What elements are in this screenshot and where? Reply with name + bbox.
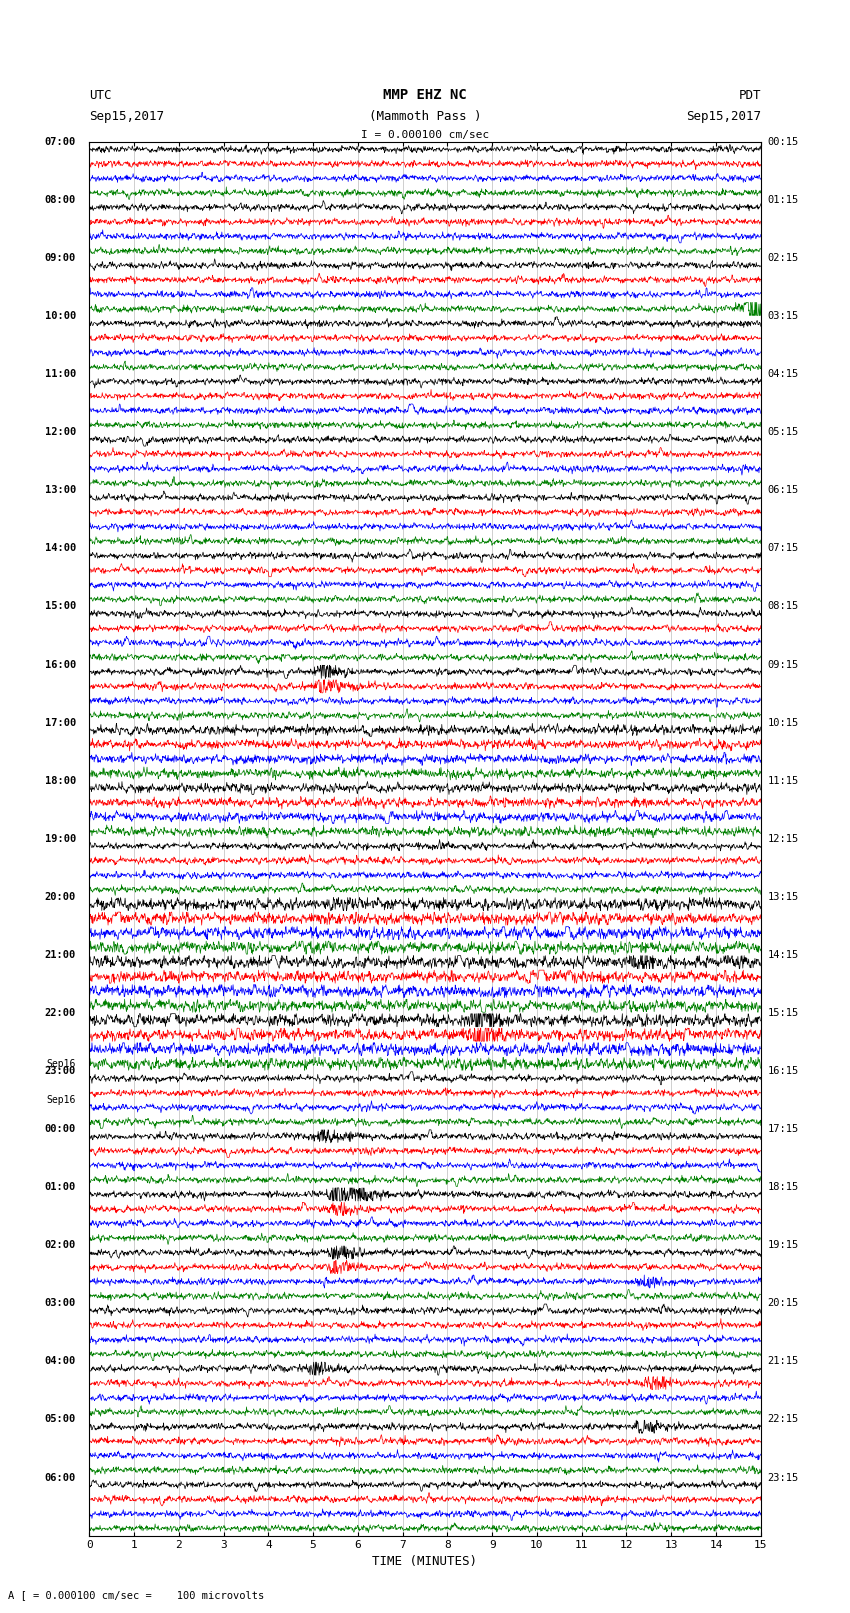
Text: 17:00: 17:00 (44, 718, 76, 727)
Text: PDT: PDT (739, 89, 761, 102)
Text: 08:15: 08:15 (768, 602, 799, 611)
Text: 04:00: 04:00 (44, 1357, 76, 1366)
Text: Sep15,2017: Sep15,2017 (686, 110, 761, 123)
Text: Sep16: Sep16 (47, 1095, 76, 1105)
Text: 10:00: 10:00 (44, 311, 76, 321)
Text: 13:00: 13:00 (44, 486, 76, 495)
Text: 15:15: 15:15 (768, 1008, 799, 1018)
Text: 12:00: 12:00 (44, 427, 76, 437)
Text: 09:00: 09:00 (44, 253, 76, 263)
Text: 01:00: 01:00 (44, 1182, 76, 1192)
Text: 16:15: 16:15 (768, 1066, 799, 1076)
X-axis label: TIME (MINUTES): TIME (MINUTES) (372, 1555, 478, 1568)
Text: 19:00: 19:00 (44, 834, 76, 844)
Text: 15:00: 15:00 (44, 602, 76, 611)
Text: 14:00: 14:00 (44, 544, 76, 553)
Text: 22:00: 22:00 (44, 1008, 76, 1018)
Text: 01:15: 01:15 (768, 195, 799, 205)
Text: A [ = 0.000100 cm/sec =    100 microvolts: A [ = 0.000100 cm/sec = 100 microvolts (8, 1590, 264, 1600)
Text: 23:15: 23:15 (768, 1473, 799, 1482)
Text: UTC: UTC (89, 89, 111, 102)
Text: 14:15: 14:15 (768, 950, 799, 960)
Text: 03:00: 03:00 (44, 1298, 76, 1308)
Text: 21:00: 21:00 (44, 950, 76, 960)
Text: 09:15: 09:15 (768, 660, 799, 669)
Text: Sep16: Sep16 (47, 1058, 76, 1069)
Text: 04:15: 04:15 (768, 369, 799, 379)
Text: 02:15: 02:15 (768, 253, 799, 263)
Text: 23:00: 23:00 (44, 1066, 76, 1076)
Text: 18:15: 18:15 (768, 1182, 799, 1192)
Text: 05:15: 05:15 (768, 427, 799, 437)
Text: 16:00: 16:00 (44, 660, 76, 669)
Text: 18:00: 18:00 (44, 776, 76, 786)
Text: 03:15: 03:15 (768, 311, 799, 321)
Text: 20:00: 20:00 (44, 892, 76, 902)
Text: 07:15: 07:15 (768, 544, 799, 553)
Text: I = 0.000100 cm/sec: I = 0.000100 cm/sec (361, 131, 489, 140)
Text: 06:15: 06:15 (768, 486, 799, 495)
Text: (Mammoth Pass ): (Mammoth Pass ) (369, 110, 481, 123)
Text: 12:15: 12:15 (768, 834, 799, 844)
Text: 00:15: 00:15 (768, 137, 799, 147)
Text: 00:00: 00:00 (44, 1124, 76, 1134)
Text: 11:15: 11:15 (768, 776, 799, 786)
Text: 13:15: 13:15 (768, 892, 799, 902)
Text: 07:00: 07:00 (44, 137, 76, 147)
Text: 20:15: 20:15 (768, 1298, 799, 1308)
Text: 17:15: 17:15 (768, 1124, 799, 1134)
Text: 10:15: 10:15 (768, 718, 799, 727)
Text: 21:15: 21:15 (768, 1357, 799, 1366)
Text: Sep15,2017: Sep15,2017 (89, 110, 164, 123)
Text: 06:00: 06:00 (44, 1473, 76, 1482)
Text: 19:15: 19:15 (768, 1240, 799, 1250)
Text: 22:15: 22:15 (768, 1415, 799, 1424)
Text: 08:00: 08:00 (44, 195, 76, 205)
Text: MMP EHZ NC: MMP EHZ NC (383, 87, 467, 102)
Text: 02:00: 02:00 (44, 1240, 76, 1250)
Text: 05:00: 05:00 (44, 1415, 76, 1424)
Text: 11:00: 11:00 (44, 369, 76, 379)
